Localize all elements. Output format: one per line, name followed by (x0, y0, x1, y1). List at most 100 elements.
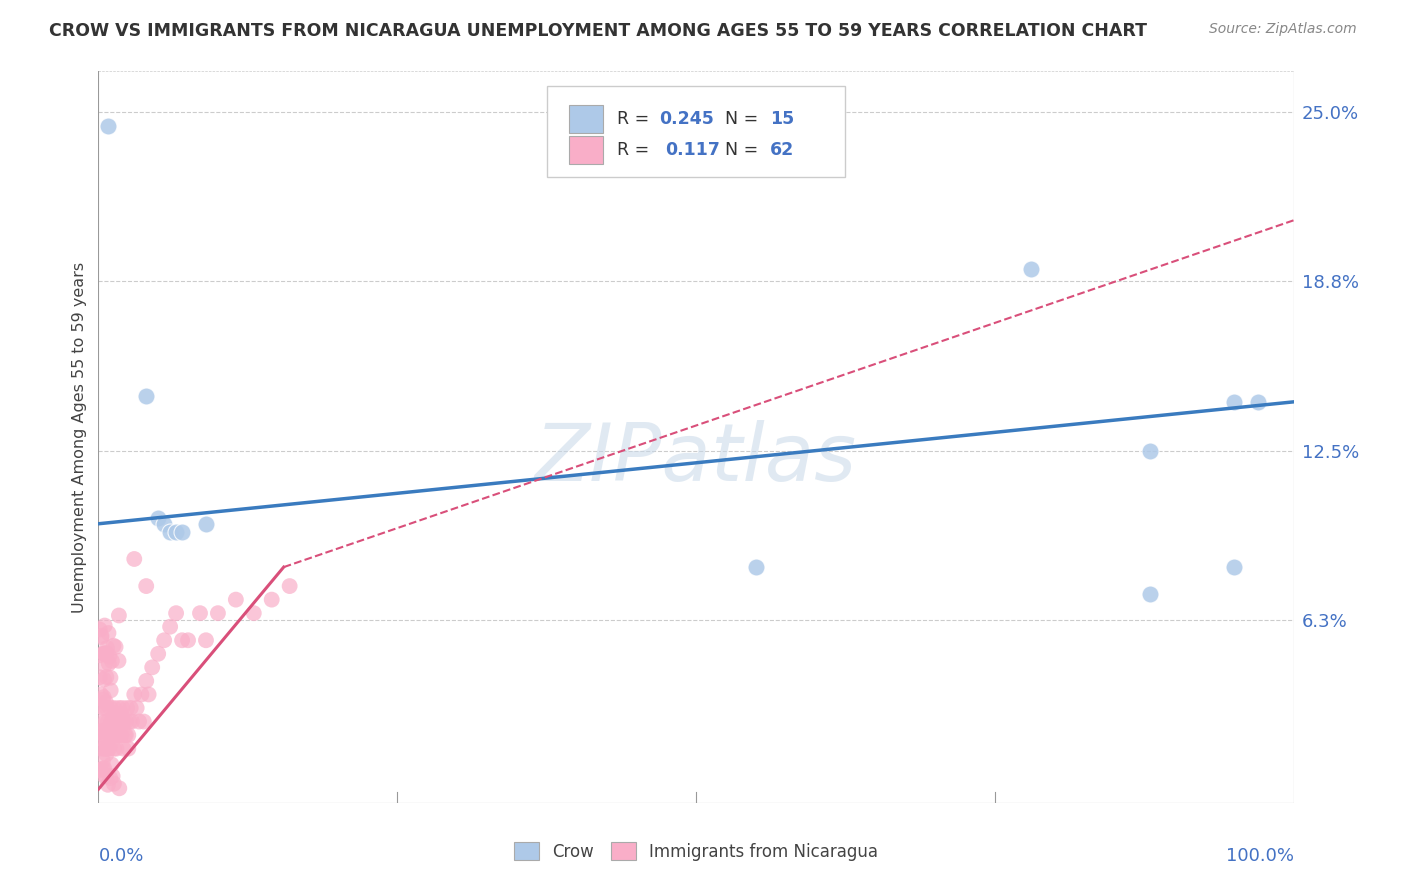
Point (96, 701, 118, 715)
Point (225, 592, 247, 607)
Point (110, 714, 132, 729)
Point (188, 606, 211, 620)
Point (98, 771, 121, 785)
Y-axis label: Unemployment Among Ages 55 to 59 years: Unemployment Among Ages 55 to 59 years (72, 261, 87, 613)
Point (93, 647, 115, 661)
Point (96, 741, 118, 756)
Point (96, 742, 118, 756)
Point (278, 579, 301, 593)
Point (159, 620, 181, 634)
Point (120, 701, 142, 715)
Text: CROW VS IMMIGRANTS FROM NICARAGUA UNEMPLOYMENT AMONG AGES 55 TO 59 YEARS CORRELA: CROW VS IMMIGRANTS FROM NICARAGUA UNEMPL… (49, 22, 1147, 40)
Point (138, 688, 160, 702)
Point (98, 701, 122, 715)
Point (100, 757, 122, 772)
Point (97, 626, 120, 640)
Point (98, 741, 121, 756)
Point (135, 673, 157, 688)
Point (110, 728, 132, 742)
Point (1223, 395, 1246, 409)
Point (101, 769, 124, 783)
Point (90, 723, 112, 738)
Point (93, 761, 115, 775)
Point (91, 692, 114, 706)
Point (118, 714, 141, 729)
Point (117, 728, 139, 742)
Point (103, 710, 125, 724)
Point (91, 701, 114, 715)
Point (97, 657, 120, 671)
Point (97, 778, 120, 792)
Point (101, 654, 124, 668)
Point (107, 728, 129, 742)
Text: Source: ZipAtlas.com: Source: ZipAtlas.com (1209, 22, 1357, 37)
Point (124, 688, 146, 702)
Point (97, 714, 120, 729)
Point (103, 639, 125, 653)
Point (148, 511, 170, 525)
Point (110, 706, 132, 721)
Point (89, 725, 111, 739)
Point (124, 552, 146, 566)
Point (103, 701, 125, 715)
Point (100, 671, 122, 685)
Point (132, 714, 155, 729)
Point (165, 524, 187, 539)
Point (93, 728, 115, 742)
Point (93, 657, 115, 672)
Point (1247, 395, 1270, 409)
Point (91, 762, 114, 776)
Point (1139, 443, 1161, 458)
Point (148, 647, 170, 661)
Point (100, 714, 122, 729)
Point (117, 741, 139, 756)
Point (104, 714, 127, 729)
Text: 15: 15 (770, 110, 794, 128)
Point (93, 618, 115, 632)
Point (91, 714, 114, 729)
Text: N =: N = (714, 141, 763, 159)
Point (96, 747, 118, 762)
Point (101, 728, 124, 742)
Point (90, 688, 112, 702)
Point (89, 699, 111, 714)
Point (98, 649, 121, 664)
Point (89, 623, 111, 637)
Point (93, 741, 115, 756)
Point (135, 389, 157, 403)
Text: 62: 62 (770, 141, 794, 159)
Legend: Crow, Immigrants from Nicaragua: Crow, Immigrants from Nicaragua (508, 836, 884, 868)
Point (1019, 262, 1042, 277)
Point (172, 524, 194, 539)
Point (105, 741, 128, 756)
Point (98, 739, 121, 753)
Point (96, 646, 118, 660)
Text: 0.117: 0.117 (665, 141, 720, 159)
Point (121, 714, 143, 729)
Text: 0.245: 0.245 (659, 110, 714, 128)
Point (111, 701, 134, 715)
Point (172, 633, 194, 648)
Point (90, 629, 112, 643)
Point (1223, 560, 1246, 574)
Point (103, 777, 125, 791)
Text: ZIPatlas: ZIPatlas (534, 420, 858, 498)
Point (141, 660, 163, 674)
FancyBboxPatch shape (569, 105, 603, 133)
Point (108, 781, 131, 796)
FancyBboxPatch shape (569, 136, 603, 163)
Point (90, 727, 112, 741)
Point (98, 727, 121, 741)
Point (107, 654, 129, 668)
Point (165, 606, 187, 620)
Point (93, 647, 115, 661)
Point (115, 714, 138, 729)
Point (135, 579, 157, 593)
Point (153, 516, 176, 531)
Point (107, 701, 129, 715)
Point (94, 695, 117, 709)
Point (114, 728, 136, 742)
Text: 100.0%: 100.0% (1226, 847, 1294, 864)
Point (100, 683, 122, 698)
Point (153, 633, 176, 648)
